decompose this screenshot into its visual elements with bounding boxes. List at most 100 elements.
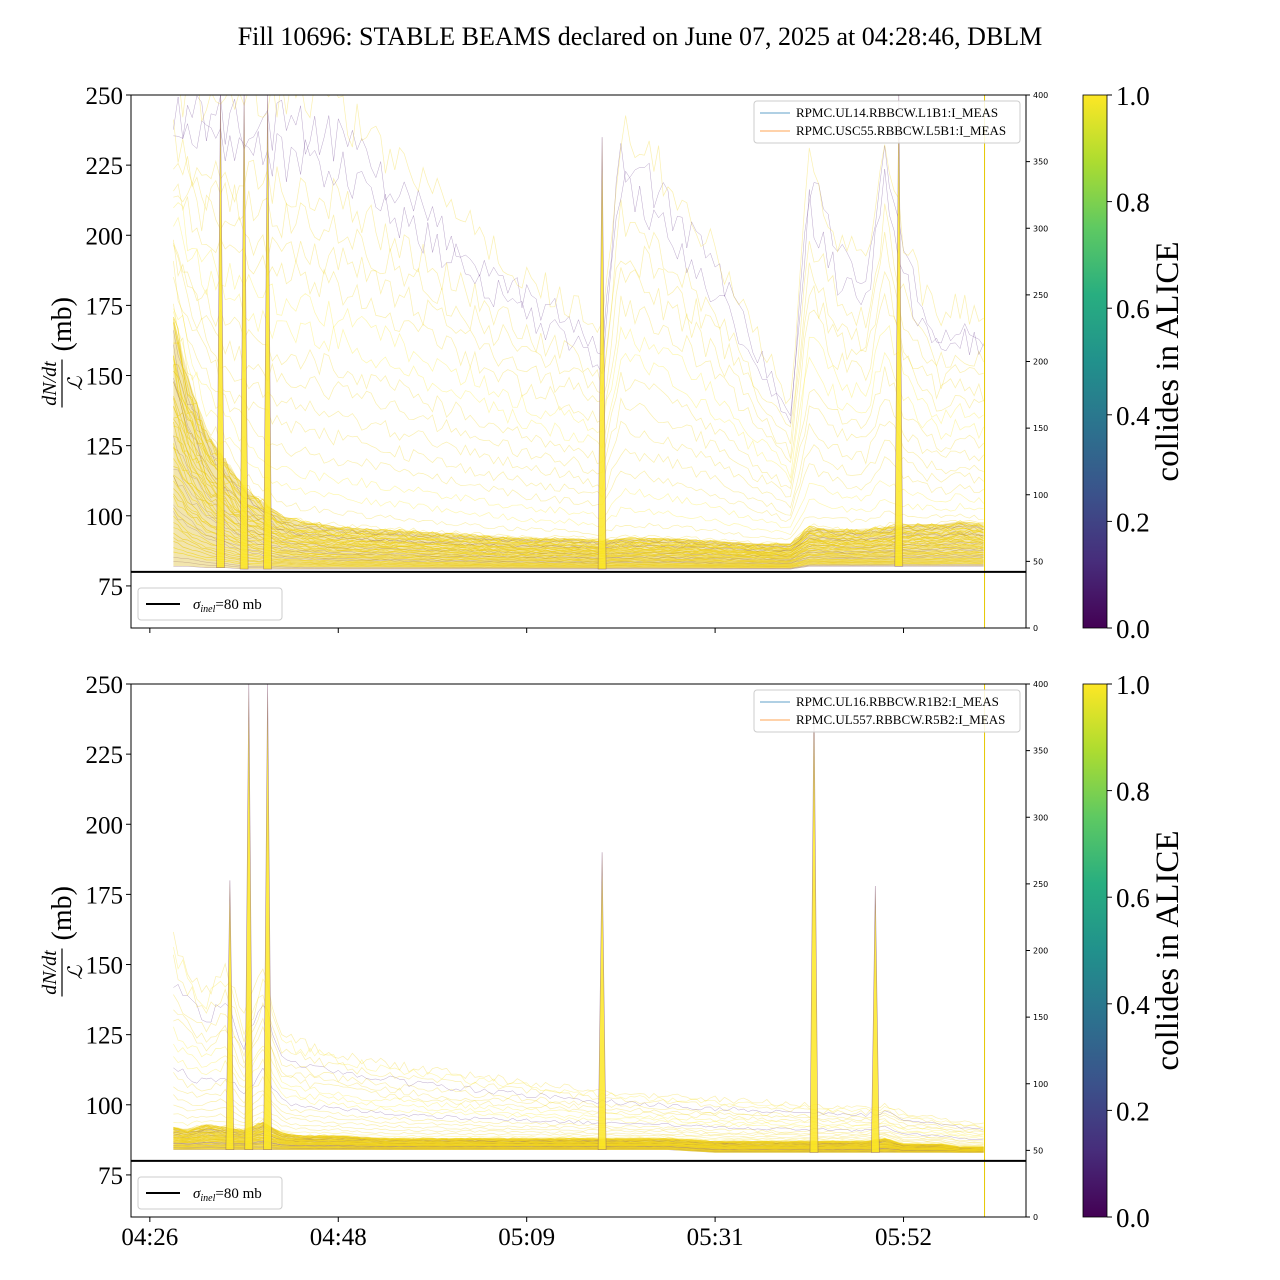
series-trace — [173, 1130, 984, 1150]
colorbar-tick-label: 0.8 — [1116, 188, 1150, 218]
y2-tick-label: 250 — [1033, 291, 1048, 300]
series-spike — [894, 95, 904, 567]
y-tick-label: 125 — [86, 1023, 124, 1050]
series-trace — [173, 1026, 984, 1136]
colorbar-tick-label: 0.2 — [1116, 507, 1150, 537]
reference-legend-frame — [137, 1176, 283, 1210]
series-spike — [216, 95, 225, 569]
legend: RPMC.UL16.RBBCW.R1B2:I_MEAS RPMC.UL557.RB… — [753, 689, 1021, 733]
legend-frame — [753, 100, 1021, 144]
series-trace — [173, 475, 984, 562]
series-trace — [173, 183, 984, 464]
y2-tick-label: 300 — [1033, 813, 1048, 822]
x-tick-label: 05:09 — [498, 1224, 555, 1251]
series-trace — [173, 216, 984, 484]
series-trace — [173, 1056, 984, 1140]
series-trace — [173, 488, 984, 562]
y-tick-label: 250 — [86, 672, 124, 699]
series-trace — [173, 243, 984, 490]
y-tick-label: 100 — [86, 1093, 124, 1120]
series-trace — [173, 311, 984, 536]
series-trace — [173, 1117, 984, 1147]
y2-tick-label: 200 — [1033, 358, 1048, 367]
y2-tick-label: 100 — [1033, 1080, 1048, 1089]
series-trace — [173, 1125, 984, 1149]
series-trace — [173, 566, 984, 570]
y-tick-label: 125 — [86, 434, 124, 461]
series-trace — [173, 507, 984, 564]
series-trace — [173, 1104, 984, 1145]
y-axis-label-num: dN/dt — [39, 950, 61, 995]
series-trace — [173, 547, 984, 568]
series-spike — [239, 95, 249, 570]
legend: RPMC.UL14.RBBCW.L1B1:I_MEAS RPMC.USC55.RB… — [753, 100, 1021, 144]
y2-tick-label: 150 — [1033, 424, 1048, 433]
series-trace — [173, 342, 984, 548]
series-trace — [173, 556, 984, 569]
y2-tick-label: 50 — [1033, 1146, 1043, 1155]
series-trace — [173, 1130, 984, 1150]
y-axis-label-unit: (mb) — [47, 886, 78, 940]
colorbar-tick-label: 1.0 — [1116, 81, 1150, 111]
legend-label: RPMC.UL557.RBBCW.R5B2:I_MEAS — [796, 712, 1005, 727]
series-trace — [173, 1043, 984, 1138]
y-tick-label: 150 — [86, 364, 124, 391]
series-trace — [173, 1122, 984, 1148]
series-trace — [173, 551, 984, 569]
series-trace — [173, 1018, 984, 1135]
series-trace — [173, 1147, 984, 1153]
colorbar-tick-label: 1.0 — [1116, 670, 1150, 700]
y-axis-label-den: ℒ — [65, 376, 87, 391]
reference-legend-label: σinel=80 mb — [193, 1186, 262, 1204]
legend-label: RPMC.UL14.RBBCW.L1B1:I_MEAS — [796, 105, 998, 120]
series-trace — [173, 931, 984, 1125]
series-trace — [173, 406, 984, 554]
series-trace — [173, 532, 984, 567]
series-trace — [173, 1141, 984, 1152]
y2-tick-label: 50 — [1033, 557, 1043, 566]
series-trace — [173, 396, 984, 554]
reference-legend-value: =80 mb — [215, 1186, 261, 1202]
series-spike — [263, 95, 272, 570]
series-spike — [225, 880, 235, 1150]
series-trace — [173, 458, 984, 559]
chart-title: Fill 10696: STABLE BEAMS declared on Jun… — [238, 22, 1043, 51]
series-trace — [173, 515, 984, 565]
reference-legend: σinel=80 mb — [137, 587, 283, 621]
series-trace — [173, 120, 984, 425]
series-trace — [173, 382, 984, 553]
y-tick-label: 175 — [86, 293, 124, 320]
series-trace — [173, 95, 984, 417]
series-trace — [173, 308, 984, 529]
series-trace — [173, 522, 984, 566]
colorbar-label: collides in ALICE — [1150, 830, 1186, 1070]
series-spike — [244, 684, 254, 1150]
y-axis-label: dN/dt ℒ (mb) — [39, 297, 87, 408]
colorbar-tick-label: 0.0 — [1116, 1203, 1150, 1233]
series-core-band — [173, 1121, 984, 1153]
series-trace — [173, 316, 984, 547]
colorbar — [1082, 683, 1108, 1218]
y2-tick-label: 300 — [1033, 224, 1048, 233]
colorbar-tick-label: 0.4 — [1116, 990, 1150, 1020]
y-axis-label-den: ℒ — [65, 965, 87, 980]
x-tick-label: 05:52 — [875, 1224, 932, 1251]
reference-legend: σinel=80 mb — [137, 1176, 283, 1210]
panel-top: 75 100 125 150 175 200 225 250 0 50 100 150 200 250 30… — [39, 81, 1186, 644]
series-trace — [173, 527, 984, 566]
series-trace — [173, 1093, 984, 1144]
y2-tick-label: 400 — [1033, 680, 1048, 689]
series-trace — [173, 181, 984, 459]
y-tick-label: 200 — [86, 223, 124, 250]
reference-legend-sigma: σ — [193, 1186, 201, 1202]
plot-area — [173, 684, 986, 1217]
series-trace — [173, 318, 984, 547]
legend-frame — [753, 689, 1021, 733]
series-trace — [173, 1086, 984, 1143]
y-tick-label: 175 — [86, 882, 124, 909]
y-tick-label: 225 — [86, 742, 124, 769]
series-trace — [173, 321, 984, 541]
series-trace — [173, 474, 984, 561]
series-trace — [173, 504, 984, 564]
